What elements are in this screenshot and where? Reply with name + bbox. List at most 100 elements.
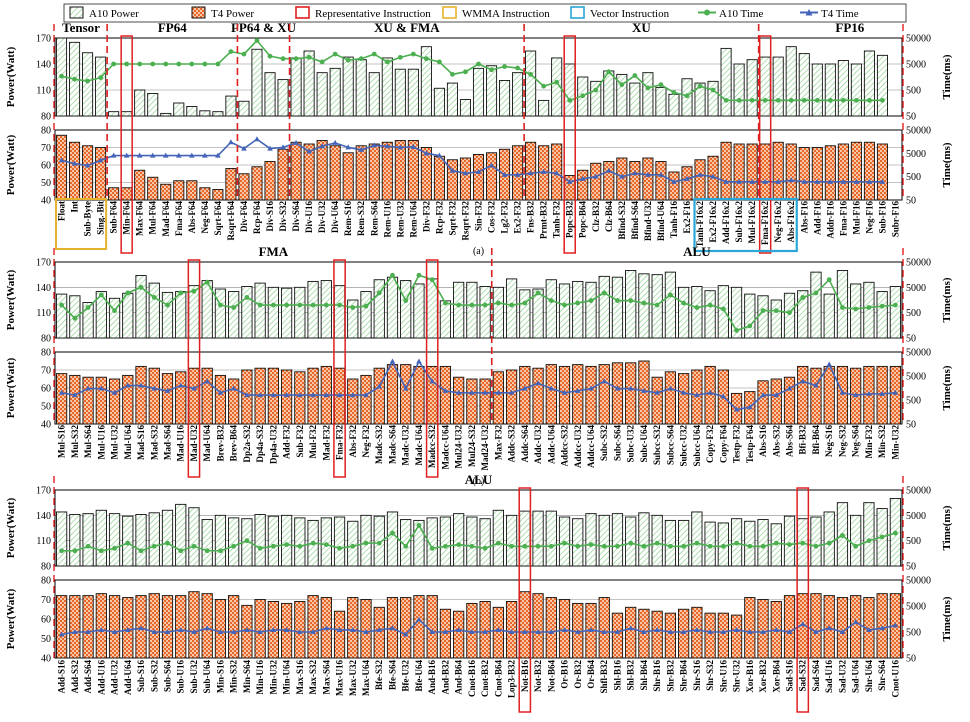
category-label: Neg-F64 [200,201,210,234]
t4-time-point [319,143,325,149]
t4-time-point [204,378,210,384]
y-tick-label: 80 [41,126,51,137]
t4-time-point [514,171,521,177]
t4-time-point [786,385,793,391]
category-label: Dp4a-U32 [268,425,278,465]
t4-power-bar [704,612,716,659]
category-label: Add-F32 [282,425,292,460]
a10-power-bar [433,87,445,117]
a10-time-point [191,543,197,549]
a10-power-bar [691,286,703,339]
a10-time-point [853,306,859,312]
a10-power-bar [694,82,706,117]
t4-power-bar [307,595,319,659]
t4-power-bar [611,362,624,425]
a10-power-bar [280,514,293,567]
a10-power-bar [333,285,346,339]
a10-power-bar [186,106,198,117]
category-label: Mad-F64 [161,201,171,237]
a10-power-bar [121,111,133,117]
category-label: Mul-F32 [308,425,318,459]
a10-power-bar [704,290,716,339]
category-label: Neg-F16 [864,201,874,234]
a10-time-point [376,290,382,296]
t4-time-point [814,178,821,184]
a10-time-point [641,300,647,306]
time-tick-label: 5000 [906,60,926,71]
t4-time-point [697,171,703,177]
category-label: Clz-B32 [591,201,601,232]
t4-time-point [522,385,528,391]
category-label: And-B32 [440,660,450,695]
time-axis-label: Time(ms) [941,54,953,99]
t4-power-bar [108,595,121,659]
a10-power-bar [545,279,557,339]
t4-time-point [548,629,555,634]
t4-time-point [402,631,409,637]
category-label: Addc-U32 [533,425,543,465]
category-label: Sub-Byte [83,201,93,237]
a10-power-bar [329,67,341,117]
a10-time-point [879,534,885,540]
a10-time-point [284,302,290,308]
category-label: Rsqrt-F32 [460,201,470,241]
category-label: Sing.-Bit [96,201,106,235]
y-tick-label: 60 [41,615,51,626]
time-tick-label: 50 [906,562,916,573]
category-label: Abs-S64 [785,425,795,458]
a10-power-bar [453,513,465,567]
category-label: Abs-S16 [758,425,768,458]
category-label: Shr-U64 [864,660,874,693]
a10-power-bar [386,511,399,567]
a10-time-point [416,272,422,278]
a10-time-point [773,540,779,546]
panel-caption: (b) [473,476,485,487]
category-label: Not-B32 [533,660,543,692]
a10-power-bar [810,516,822,567]
category-label: Mul-U32 [110,425,120,460]
representative-box [563,35,576,254]
category-label: Xor-B32 [758,660,768,693]
category-label: Sad-U32 [837,660,847,694]
category-label: Div-F64 [239,201,249,232]
panel-c: 80 110 140 170 50 500 5000 50000 Power(Watt) Time… [5,472,953,713]
t4-power-bar [360,374,372,425]
category-label: Min-U32 [890,425,900,460]
a10-subplot: 80 110 140 170 50 500 5000 50000 Power(Watt) Time… [5,34,953,123]
t4-time-point [389,625,396,631]
category-label: Add-U64 [123,660,133,696]
category-label: Bfind-U64 [656,201,666,242]
t4-time-point [588,385,594,391]
t4-power-bar [303,143,315,201]
t4-time-point [760,629,766,634]
t4-time-point [58,157,65,163]
a10-time-point [410,51,416,57]
t4-power-bar [188,367,200,425]
t4-power-bar [485,152,498,201]
t4-time-point [827,178,834,184]
t4-time-point [566,178,573,184]
a10-time-point [562,302,567,308]
category-label: Sub-S16 [136,660,146,693]
a10-time-point [112,308,117,314]
a10-time-point [371,51,377,57]
t4-time-point [606,167,612,173]
time-axis-label: Time(ms) [941,505,953,550]
t4-time-line [61,359,896,411]
legend-swatch-box [295,6,310,19]
a10-power-bar [173,102,185,117]
a10-time-point [138,284,144,290]
plot-frame [54,261,903,339]
a10-power-bar [373,279,385,339]
t4-time-point [522,629,528,634]
a10-power-bar [294,517,306,567]
a10-power-bar [811,63,823,117]
a10-time-point [98,75,104,80]
legend-label: A10 Time [719,8,763,20]
category-label: Bfind-S64 [630,201,640,240]
t4-time-point [540,168,547,174]
category-label: Addr-F16 [825,201,835,239]
category-label: Not-B64 [546,660,556,692]
t4-time-point [501,171,508,177]
a10-time-point [528,71,534,77]
